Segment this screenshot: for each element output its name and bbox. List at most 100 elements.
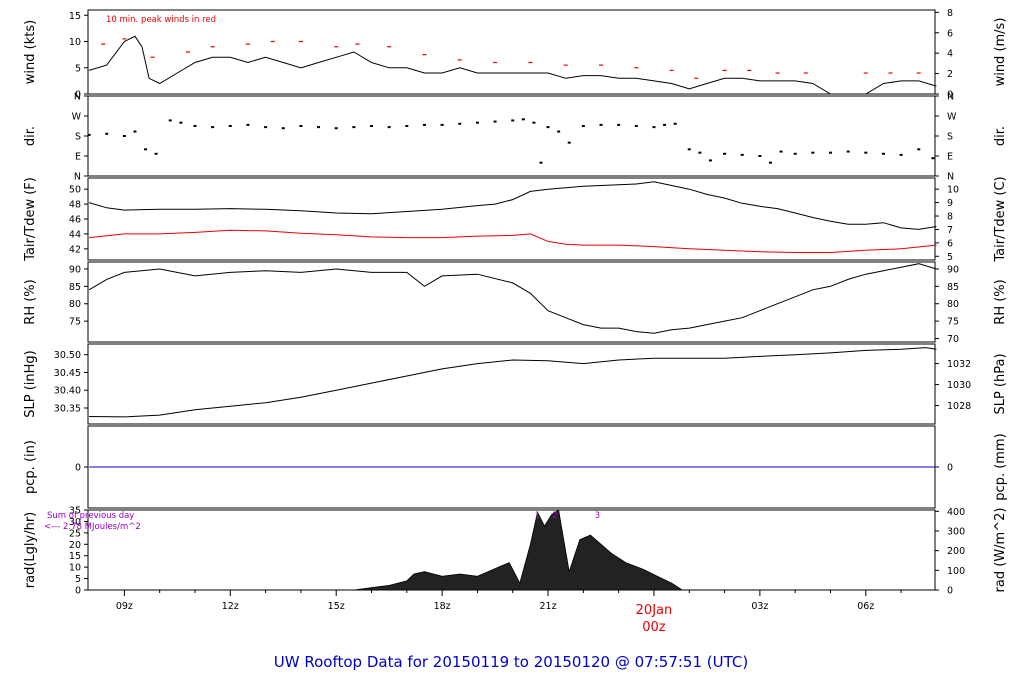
time-tick-label: 09z — [116, 601, 133, 612]
panel-humidity: 75 80 85 90 70 75 80 85 90 RH (%) RH (%) — [23, 261, 1008, 345]
right-tick-label: 5 — [947, 252, 953, 263]
right-tick-label: N — [947, 92, 954, 103]
panel-frame — [87, 261, 936, 343]
y-axis-title-left: RH (%) — [23, 279, 38, 324]
direction-point — [617, 123, 621, 126]
left-tick-label: 10 — [69, 37, 81, 48]
direction-point — [317, 126, 321, 129]
direction-point — [673, 122, 677, 125]
direction-point — [740, 153, 744, 156]
y-axis-title-right: rad (W/m^2) — [993, 508, 1008, 593]
y-axis-title-left: dir. — [23, 126, 38, 146]
left-tick-label: 90 — [69, 264, 81, 275]
right-tick-label: 2 — [947, 69, 953, 80]
right-tick-label: 85 — [947, 282, 959, 293]
day-hour-label: 00z — [642, 620, 666, 635]
direction-point — [634, 125, 638, 127]
panel-pressure: 30.35 30.40 30.45 30.50 1028 1030 1032 SLP (inH… — [23, 343, 1008, 425]
direction-point — [723, 152, 727, 155]
left-tick-label: S — [75, 132, 81, 143]
direction-point — [144, 148, 148, 151]
panel-precipitation: 0 0 pcp. (in) pcp. (mm) — [23, 425, 1008, 509]
dewpoint-line — [89, 229, 937, 253]
right-tick-label: 75 — [947, 317, 959, 328]
right-tick-label: E — [947, 152, 953, 163]
left-tick-label: 0 — [75, 463, 81, 474]
right-tick-label: 7 — [947, 225, 953, 236]
y-axis-title-right: SLP (hPa) — [993, 353, 1008, 414]
right-tick-label: 1030 — [947, 380, 971, 391]
right-tick-label: 90 — [947, 264, 959, 275]
direction-point — [179, 121, 183, 124]
left-tick-label: 30.40 — [54, 386, 81, 397]
direction-point — [687, 148, 691, 151]
y-axis-title-left: Tair/Tdew (F) — [23, 177, 38, 262]
left-tick-label: 85 — [69, 282, 81, 293]
time-tick-label: 06z — [857, 601, 874, 612]
direction-point — [931, 157, 935, 160]
direction-point — [881, 152, 885, 155]
radiation-marker: 2 — [552, 511, 557, 521]
panel-wind: 0 5 10 15 0 2 4 6 8 wind (kts) wind (m/s) 10 min. p… — [23, 8, 1008, 101]
left-tick-label: 42 — [69, 244, 81, 255]
direction-point — [864, 151, 868, 154]
radiation-marker: 3 — [595, 511, 600, 521]
right-tick-label: 100 — [947, 566, 965, 577]
direction-point — [652, 126, 656, 129]
direction-point — [758, 155, 762, 157]
wind-line — [88, 35, 937, 95]
direction-point — [334, 127, 338, 130]
right-tick-label: S — [947, 132, 953, 143]
direction-point — [557, 130, 561, 133]
direction-point — [663, 123, 667, 126]
left-tick-label: 10 — [69, 563, 81, 574]
radiation-sum-value: <--- 2.78 MJoules/m^2 — [44, 522, 141, 532]
y-axis-title-left: rad(Lgly/hr) — [23, 512, 38, 588]
time-tick-label: 18z — [434, 601, 451, 612]
footer-title: UW Rooftop Data for 20150119 to 20150120… — [274, 653, 748, 671]
left-tick-label: 46 — [69, 215, 81, 226]
right-tick-label: 6 — [947, 28, 953, 39]
direction-point — [493, 120, 497, 123]
direction-point — [899, 153, 903, 156]
panel-frame — [87, 9, 936, 95]
direction-point — [281, 127, 285, 130]
left-tick-label: 80 — [69, 299, 81, 310]
right-tick-label: W — [947, 112, 957, 123]
direction-point — [917, 148, 921, 151]
right-tick-label: 0 — [947, 586, 953, 597]
radiation-sum-note: Sum of previous day — [47, 511, 134, 521]
direction-point — [133, 130, 137, 133]
direction-point — [105, 132, 109, 135]
left-tick-label: 5 — [75, 63, 81, 74]
direction-point — [211, 126, 215, 129]
y-axis-title-right: dir. — [993, 126, 1008, 146]
left-tick-label: N — [74, 172, 81, 183]
direction-point — [154, 152, 158, 155]
right-tick-label: 8 — [947, 8, 953, 19]
direction-point — [475, 121, 479, 124]
panel-frame — [87, 343, 936, 425]
right-tick-label: 200 — [947, 546, 965, 557]
right-tick-label: 0 — [947, 463, 953, 474]
y-axis-title-right: RH (%) — [993, 279, 1008, 324]
direction-point — [87, 133, 91, 136]
y-axis-title-right: Tair/Tdew (C) — [993, 176, 1008, 262]
right-tick-label: 0 — [947, 90, 953, 101]
direction-point — [567, 141, 571, 144]
direction-point — [193, 125, 197, 127]
right-tick-label: 400 — [947, 507, 965, 518]
left-tick-label: 20 — [69, 540, 81, 551]
time-tick-label: 12z — [222, 601, 239, 612]
radiation-marker: 1 — [535, 511, 540, 521]
direction-point — [387, 126, 391, 129]
direction-point — [122, 135, 126, 137]
direction-point — [779, 150, 783, 153]
direction-point — [581, 125, 585, 127]
time-tick-label: 03z — [751, 601, 768, 612]
direction-point — [246, 123, 250, 126]
direction-point — [793, 152, 797, 155]
